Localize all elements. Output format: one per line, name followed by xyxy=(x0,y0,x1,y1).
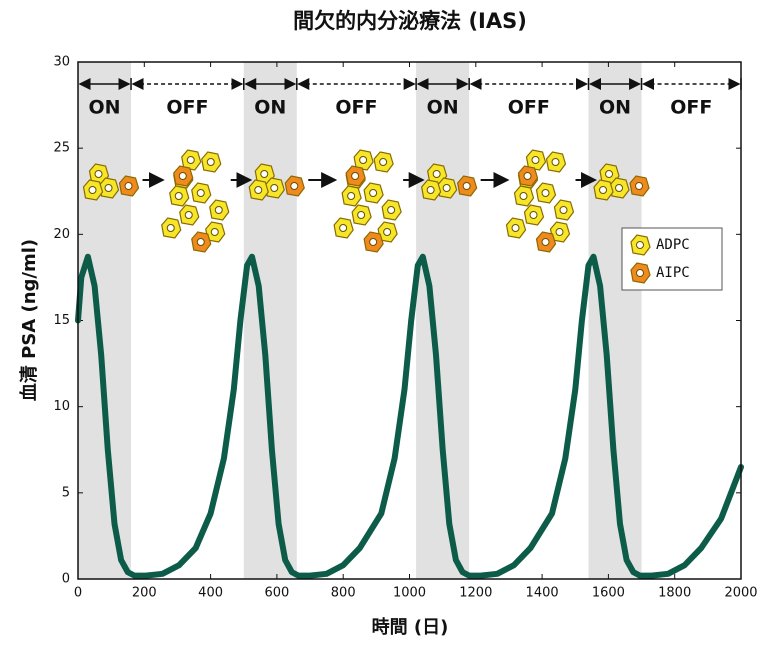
phase-label: ON xyxy=(88,97,120,119)
cell-nucleus xyxy=(167,225,174,232)
x-tick-label: 1200 xyxy=(459,586,492,601)
cell-nucleus xyxy=(530,212,537,219)
cell-nucleus xyxy=(358,212,365,219)
phase-label: OFF xyxy=(335,97,377,119)
cell-nucleus xyxy=(352,173,359,180)
cell-nucleus xyxy=(427,187,434,194)
cell-nucleus xyxy=(197,190,204,197)
x-tick-label: 1400 xyxy=(526,586,559,601)
x-tick-label: 1000 xyxy=(393,586,426,601)
cell-nucleus xyxy=(600,187,607,194)
x-tick-label: 200 xyxy=(132,586,157,601)
cell-nucleus xyxy=(552,159,559,166)
cell-nucleus xyxy=(637,242,644,249)
cell-nucleus xyxy=(207,159,214,166)
cell-nucleus xyxy=(95,171,102,178)
phase-label: ON xyxy=(254,97,286,119)
cell-nucleus xyxy=(215,207,222,214)
cell-nucleus xyxy=(463,183,470,190)
x-tick-label: 1600 xyxy=(592,586,625,601)
y-tick-label: 10 xyxy=(53,399,70,414)
cell-nucleus xyxy=(542,190,549,197)
y-tick-label: 30 xyxy=(53,55,70,70)
x-tick-label: 600 xyxy=(264,586,289,601)
x-tick-label: 0 xyxy=(74,586,82,601)
x-tick-label: 2000 xyxy=(724,586,757,601)
x-tick-label: 400 xyxy=(198,586,223,601)
phase-label: OFF xyxy=(166,97,208,119)
cell-nucleus xyxy=(340,225,347,232)
chart: 間欠的内分泌療法 (IAS) 時間 (日) 血清 PSA (ng/ml) 0 20… xyxy=(0,0,761,650)
cell-nucleus xyxy=(524,173,531,180)
cell-nucleus xyxy=(636,183,643,190)
x-tick-label: 800 xyxy=(331,586,356,601)
cell-nucleus xyxy=(370,239,377,246)
legend-label: ADPC xyxy=(656,237,690,253)
on-phase-band xyxy=(244,62,297,579)
cell-nucleus xyxy=(520,193,527,200)
legend-label: AIPC xyxy=(656,265,690,281)
cell-nucleus xyxy=(384,229,391,236)
y-tick-label: 25 xyxy=(53,141,70,156)
cell-nucleus xyxy=(291,183,298,190)
cell-nucleus xyxy=(606,171,613,178)
cell-nucleus xyxy=(542,239,549,246)
x-axis-label: 時間 (日) xyxy=(372,617,449,638)
cell-nucleus xyxy=(89,187,96,194)
cell-nucleus xyxy=(255,187,262,194)
cell-nucleus xyxy=(197,239,204,246)
cell-nucleus xyxy=(175,193,182,200)
phase-label: ON xyxy=(599,97,631,119)
phase-label: OFF xyxy=(508,97,550,119)
cell-nucleus xyxy=(380,159,387,166)
cell-nucleus xyxy=(370,190,377,197)
y-axis-label: 血清 PSA (ng/ml) xyxy=(18,239,40,401)
phase-label: OFF xyxy=(670,97,712,119)
cell-nucleus xyxy=(348,193,355,200)
cell-nucleus xyxy=(388,207,395,214)
cell-nucleus xyxy=(556,229,563,236)
phase-label: ON xyxy=(427,97,459,119)
on-phase-band xyxy=(78,62,131,579)
on-phase-band xyxy=(416,62,469,579)
y-tick-label: 0 xyxy=(62,572,70,587)
cell-nucleus xyxy=(616,185,623,192)
y-tick-label: 5 xyxy=(62,485,70,500)
chart-title: 間欠的内分泌療法 (IAS) xyxy=(293,9,527,33)
cell-nucleus xyxy=(560,207,567,214)
cell-nucleus xyxy=(532,157,539,164)
cell-nucleus xyxy=(512,225,519,232)
cell-nucleus xyxy=(443,185,450,192)
cell-nucleus xyxy=(187,157,194,164)
cell-nucleus xyxy=(185,212,192,219)
cell-nucleus xyxy=(637,270,644,277)
cell-nucleus xyxy=(211,229,218,236)
cell-nucleus xyxy=(433,171,440,178)
cell-nucleus xyxy=(271,185,278,192)
cell-nucleus xyxy=(125,183,132,190)
cell-nucleus xyxy=(261,171,268,178)
cell-nucleus xyxy=(360,157,367,164)
cell-nucleus xyxy=(179,173,186,180)
y-tick-label: 20 xyxy=(53,227,70,242)
y-tick-label: 15 xyxy=(53,313,70,328)
cell-nucleus xyxy=(105,185,112,192)
x-tick-label: 1800 xyxy=(658,586,691,601)
